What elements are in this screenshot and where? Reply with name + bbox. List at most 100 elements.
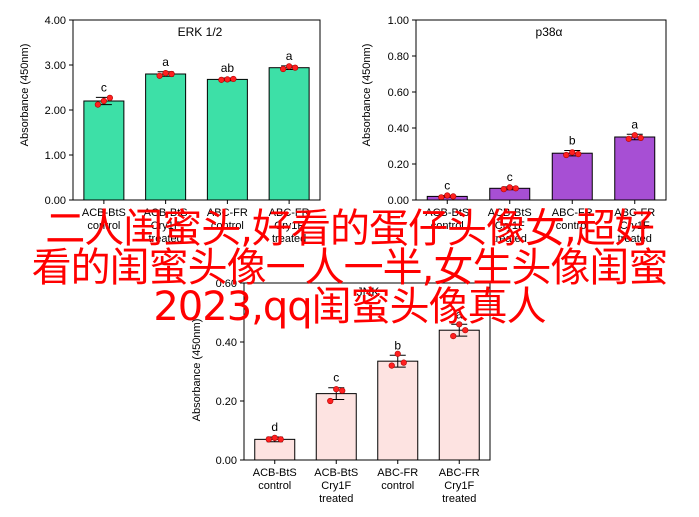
y-axis-label: Absorbance (450nm) (19, 44, 31, 147)
data-point (339, 387, 346, 394)
bars: d c b a (254, 307, 480, 461)
x-tick-label-line: ACB-BtS (82, 207, 126, 219)
x-tick-label-line: ACB-BtS (425, 207, 469, 219)
x-tick-label: ABC-FR control (207, 207, 248, 232)
bar (551, 152, 593, 201)
data-point (327, 397, 334, 405)
y-tick-label: 0.20 (216, 396, 237, 408)
x-tick-label: ABC-FR Cry1F treated (269, 207, 310, 245)
y-tick-label: 0.60 (216, 278, 237, 290)
chart-panel-erk: ERK 1/2 Absorbance (450nm) 0.00 1.00 2.00 3… (19, 15, 321, 245)
y-ticks: 0.00 0.20 0.40 0.60 0.80 1.00 (388, 15, 416, 207)
x-tick-label-line: ACB-BtS (144, 207, 188, 219)
chart-title: p38α (536, 25, 563, 39)
y-ticks: 0.00 0.20 0.40 0.60 (216, 278, 244, 467)
data-point (438, 194, 445, 201)
data-point (575, 151, 582, 158)
x-tick-label-line: Cry1F (444, 480, 474, 492)
x-tick-label: ACB-BtS control (425, 207, 469, 232)
x-tick-label-line: control (431, 220, 464, 232)
significance-letter: ab (221, 61, 235, 75)
x-tick-label: ABC-FR Cry1F treated (614, 207, 655, 245)
data-point (631, 132, 638, 139)
x-tick-label-line: treated (149, 233, 183, 245)
data-point (156, 72, 163, 79)
chart-title: ERK 1/2 (178, 25, 223, 39)
chart-panel-jnk: JNK Absorbance (450nm) 0.000.200.400.60 … (191, 278, 491, 505)
y-tick-label: 0.40 (388, 123, 409, 135)
x-tick-label: ACB-BtS Cry1F treated (144, 207, 188, 245)
overlay-text-line-3: 2023,qq闺蜜头像真人 (153, 284, 546, 330)
x-tick-label-line: ACB-BtS (488, 207, 532, 219)
y-tick-label: 0.60 (388, 87, 409, 99)
x-tick-label-line: ABC-FR (614, 207, 655, 219)
x-tick-label-line: control (211, 220, 244, 232)
significance-letter: c (507, 170, 513, 184)
chart-title: JNK (357, 285, 380, 299)
y-tick-label: 0.40 (216, 337, 237, 349)
x-tick-label-line: control (556, 220, 589, 232)
data-point (224, 76, 231, 83)
y-axis-label: Absorbance (450nm) (361, 44, 373, 147)
significance-letter: c (444, 179, 450, 193)
x-tick-label-line: ABC-FR (207, 207, 248, 219)
data-point (280, 65, 287, 73)
y-tick-label: 0.00 (45, 195, 66, 207)
x-tick-label-line: ACB-BtS (253, 467, 297, 479)
y-axis-label: Absorbance (450nm) (191, 319, 203, 422)
plot-frame (243, 282, 491, 461)
data-point (162, 69, 169, 77)
data-point (106, 94, 113, 101)
data-point (625, 135, 632, 142)
x-tick-label-line: ABC-FR (439, 467, 480, 479)
data-point (100, 97, 107, 105)
x-tick-label-line: ABC-FR (377, 467, 418, 479)
bar (614, 136, 656, 201)
bar (438, 329, 480, 461)
significance-letter: b (394, 338, 401, 352)
x-tick-label-line: Cry1F (151, 220, 181, 232)
x-tick-label-line: ABC-FR (269, 207, 310, 219)
y-tick-label: 0.20 (388, 159, 409, 171)
significance-letter: a (162, 55, 169, 69)
data-point (569, 149, 576, 156)
data-point (512, 185, 519, 192)
plot-border (415, 19, 667, 201)
bar (377, 360, 419, 461)
overlay-text-line-1: 二人闺蜜头,好看的蛋仔头像女,超好 (45, 206, 654, 252)
x-tick-label-line: control (258, 480, 291, 492)
x-tick-label-line: ABC-FR (552, 207, 593, 219)
y-tick-label: 4.00 (45, 15, 66, 27)
data-point (286, 63, 293, 70)
y-tick-label: 1.00 (388, 15, 409, 27)
x-tick-label: ABC-FR Cry1F treated (439, 467, 480, 505)
data-point (563, 151, 570, 159)
y-ticks: 0.00 1.00 2.00 3.00 4.00 (45, 15, 73, 207)
plot-border (72, 19, 321, 201)
significance-letter: b (569, 134, 576, 148)
data-point (462, 327, 469, 334)
data-point (94, 101, 101, 108)
data-point (265, 436, 272, 443)
x-tick-label: ABC-FR control (552, 207, 593, 232)
x-tick-label-line: Cry1F (321, 480, 351, 492)
bar (145, 73, 187, 201)
plot-frame (72, 19, 321, 201)
significance-letter: a (456, 307, 463, 321)
chart-panel-p38: p38α Absorbance (450nm) 0.00 0.20 0.40 0.60… (361, 15, 667, 245)
data-point (277, 436, 284, 443)
significance-letter: a (286, 49, 293, 63)
x-tick-label: ACB-BtS control (253, 467, 297, 492)
x-tick-label: ABC-FR control (377, 467, 418, 492)
x-tick-label-line: Cry1F (274, 220, 304, 232)
plot-frame (415, 19, 667, 201)
x-tick-label: ACB-BtS control (82, 207, 126, 232)
bar (254, 438, 296, 461)
data-point (292, 64, 299, 71)
data-point (450, 193, 457, 200)
y-tick-label: 0.00 (388, 195, 409, 207)
data-point (388, 362, 395, 369)
x-tick-label-line: treated (493, 233, 527, 245)
